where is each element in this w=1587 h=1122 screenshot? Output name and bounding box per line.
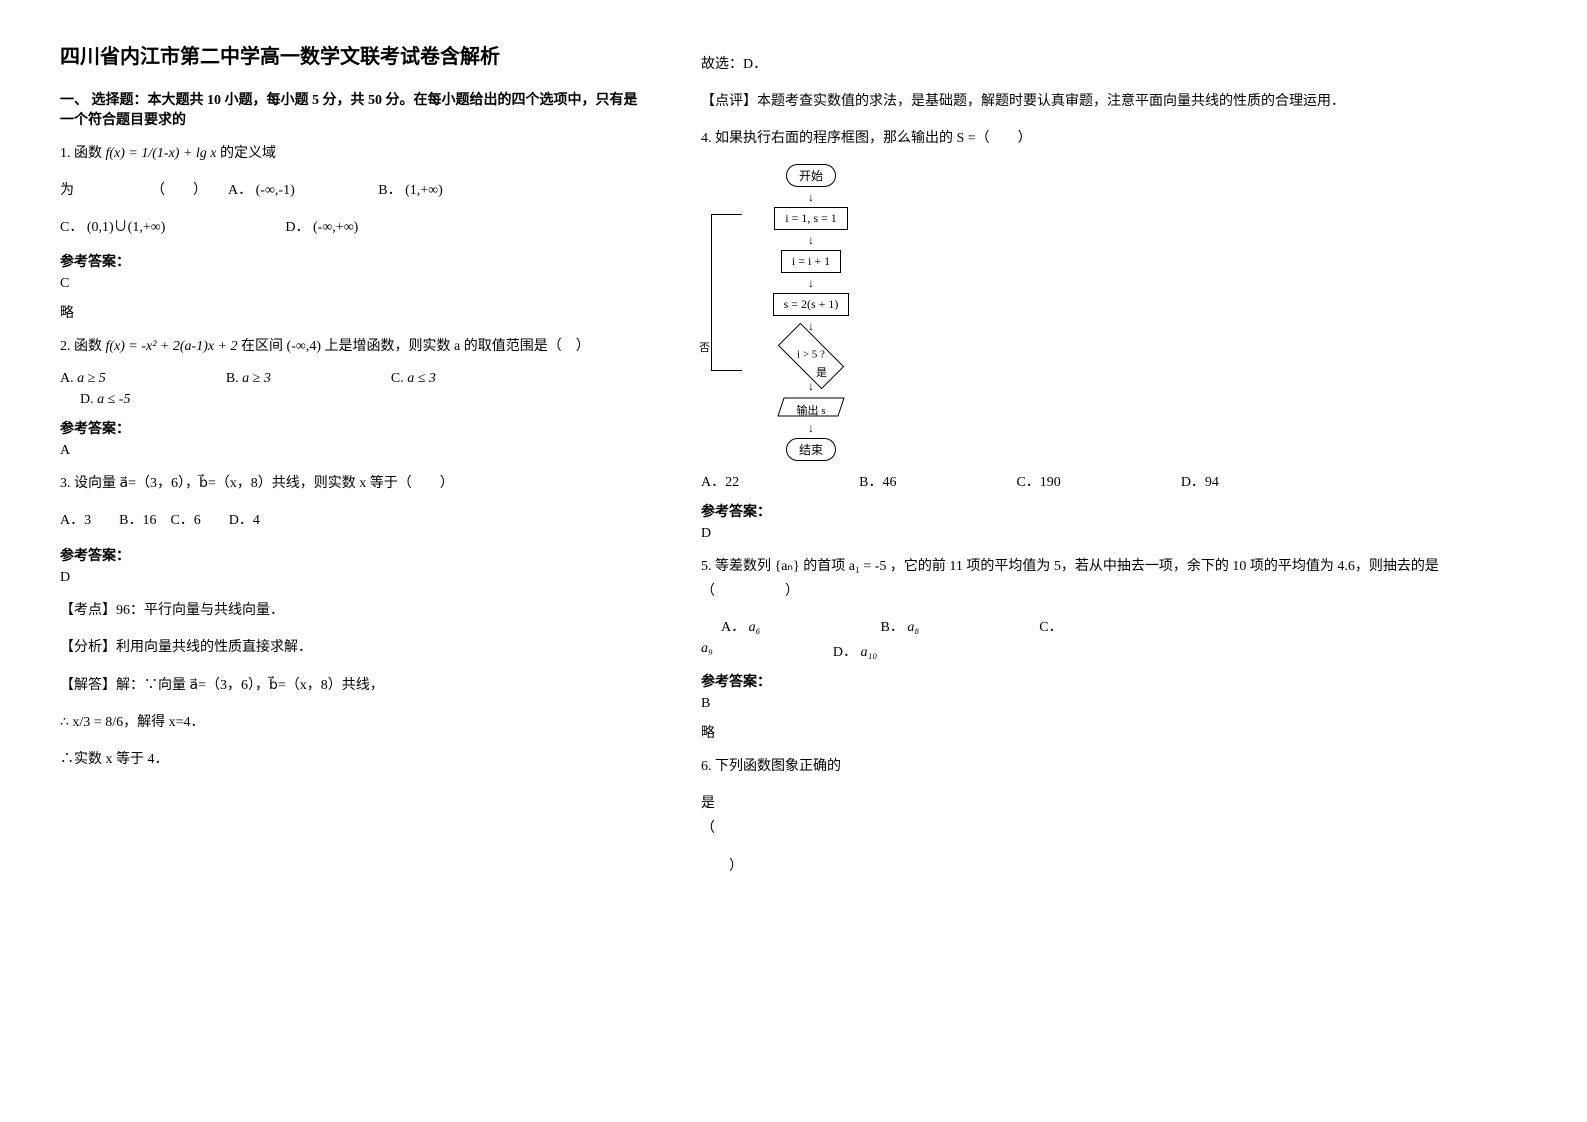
q4-options: A．22 B．46 C．190 D．94 <box>701 471 1527 491</box>
q2-answer-label: 参考答案： <box>60 418 641 438</box>
q4-optA: A．22 <box>701 471 739 491</box>
question-2: 2. 函数 f(x) = -x² + 2(a-1)x + 2 在区间 (-∞,4… <box>60 334 641 359</box>
q5-optC: a₉ <box>701 641 713 661</box>
question-3: 3. 设向量 a⃗=（3，6），b⃗=（x，8）共线，则实数 x 等于（ ） <box>60 471 641 496</box>
q1-optB: (1,+∞) <box>405 183 443 198</box>
q5-optB: a₈ <box>907 620 919 635</box>
q2-optD: a ≤ -5 <box>97 392 130 407</box>
q5-stem1: 5. 等差数列 <box>701 559 771 574</box>
q5-optB-label: B． <box>881 620 904 635</box>
flow-arrow-icon: ↓ <box>741 422 881 434</box>
q1-answer: C <box>60 276 641 292</box>
q1-optB-label: B． <box>378 183 401 198</box>
q3-kaodian: 【考点】96：平行向量与共线向量． <box>60 598 641 623</box>
question-6-line3: ） <box>701 854 1527 879</box>
flow-step2: s = 2(s + 1) <box>773 293 850 316</box>
flow-yes-label: 是 <box>816 364 827 380</box>
question-1: 1. 函数 f(x) = 1/(1-x) + lg x 的定义域 <box>60 141 641 166</box>
q5-options-row2: a₉ D． a₁₀ <box>701 641 1527 661</box>
q1-brief: 略 <box>60 302 641 322</box>
q5-options-row1: A． a₆ B． a₈ C． <box>721 616 1527 636</box>
q3-jieda1: 【解答】解：∵向量 a⃗=（3，6），b⃗=（x，8）共线， <box>60 673 641 698</box>
q3-answer-label: 参考答案： <box>60 545 641 565</box>
q5-optC-label: C． <box>1039 620 1062 635</box>
q3-fenxi: 【分析】利用向量共线的性质直接求解． <box>60 635 641 660</box>
q4-optC: C．190 <box>1016 471 1060 491</box>
q1-tail: 的定义域 <box>220 146 276 161</box>
q1-formula: f(x) = 1/(1-x) + lg x <box>106 146 217 161</box>
q3-jieda2: ∴ x/3 = 8/6，解得 x=4． <box>60 710 641 735</box>
section-header: 一、 选择题：本大题共 10 小题，每小题 5 分，共 50 分。在每小题给出的… <box>60 89 641 129</box>
flow-start: 开始 <box>786 164 836 187</box>
q2-optA-label: A. <box>60 371 74 386</box>
document-title: 四川省内江市第二中学高一数学文联考试卷含解析 <box>60 40 641 69</box>
q5-answer: B <box>701 696 1527 712</box>
flow-end: 结束 <box>786 438 836 461</box>
q4-optB: B．46 <box>859 471 896 491</box>
flowchart: 否 开始 ↓ i = 1, s = 1 ↓ i = i + 1 ↓ s = 2(… <box>741 164 1527 461</box>
q2-optC-label: C. <box>391 371 404 386</box>
q1-answer-label: 参考答案： <box>60 251 641 271</box>
flow-no-label: 否 <box>699 339 710 355</box>
q5-optA-label: A． <box>721 620 745 635</box>
q2-tail: 上是增函数，则实数 a 的取值范围是（ ） <box>325 339 590 354</box>
flow-init: i = 1, s = 1 <box>774 207 848 230</box>
question-6-line2: 是 （ <box>701 791 1527 841</box>
q4-answer: D <box>701 526 1527 542</box>
q3-jieda3: ∴实数 x 等于 4． <box>60 747 641 772</box>
q1-options-row2: C． (0,1)∪(1,+∞) D． (-∞,+∞) <box>60 215 641 240</box>
q2-optB: a ≥ 3 <box>242 371 271 386</box>
q1-optA: (-∞,-1) <box>256 183 295 198</box>
q1-optC: (0,1)∪(1,+∞) <box>87 220 166 235</box>
q2-mid: 在区间 <box>241 339 283 354</box>
q1-optD: (-∞,+∞) <box>313 220 358 235</box>
q2-answer: A <box>60 443 641 459</box>
q1-options-row1: 为 （ ） A． (-∞,-1) B． (1,+∞) <box>60 178 641 203</box>
flow-arrow-icon: ↓ <box>741 380 881 392</box>
question-4: 4. 如果执行右面的程序框图，那么输出的 S =（ ） <box>701 126 1527 151</box>
q2-optC: a ≤ 3 <box>407 371 436 386</box>
q1-optC-label: C． <box>60 220 83 235</box>
flow-arrow-icon: ↓ <box>741 320 881 332</box>
flow-arrow-icon: ↓ <box>741 234 881 246</box>
q2-optD-label: D. <box>80 392 94 407</box>
q2-options-row1: A. a ≥ 5 B. a ≥ 3 C. a ≤ 3 D. a ≤ -5 <box>60 371 641 408</box>
flow-step1: i = i + 1 <box>781 250 841 273</box>
q4-answer-label: 参考答案： <box>701 501 1527 521</box>
question-5: 5. 等差数列 {aₙ} 的首项 a₁ = -5 ，它的前 11 项的平均值为 … <box>701 554 1527 604</box>
q1-stem: 1. 函数 <box>60 146 102 161</box>
q2-interval: (-∞,4) <box>287 339 321 354</box>
question-6-line1: 6. 下列函数图象正确的 <box>701 754 1527 779</box>
q5-brief: 略 <box>701 722 1527 742</box>
flow-output: 输出 s <box>741 396 881 418</box>
q5-a1: a₁ = -5 <box>849 559 887 574</box>
flow-arrow-icon: ↓ <box>741 277 881 289</box>
flow-arrow-icon: ↓ <box>741 191 881 203</box>
q5-optA: a₆ <box>749 620 761 635</box>
q2-stem: 2. 函数 <box>60 339 102 354</box>
q2-optA: a ≥ 5 <box>77 371 106 386</box>
q5-optD: a₁₀ <box>861 645 878 660</box>
q5-seq: {aₙ} <box>775 559 800 574</box>
q5-optD-label: D． <box>833 645 857 660</box>
q4-optD: D．94 <box>1181 471 1219 491</box>
q3-options: A．3 B．16 C．6 D．4 <box>60 508 641 533</box>
q5-answer-label: 参考答案： <box>701 671 1527 691</box>
col2-line1: 故选：D． <box>701 52 1527 77</box>
col2-dianping: 【点评】本题考查实数值的求法，是基础题，解题时要认真审题，注意平面向量共线的性质… <box>701 89 1527 114</box>
q1-optD-label: D． <box>285 220 309 235</box>
q2-formula: f(x) = -x² + 2(a-1)x + 2 <box>106 339 238 354</box>
q3-answer: D <box>60 570 641 586</box>
q1-line2: 为 （ ） A． <box>60 183 252 198</box>
q5-stem2: 的首项 <box>803 559 845 574</box>
q2-optB-label: B. <box>226 371 239 386</box>
